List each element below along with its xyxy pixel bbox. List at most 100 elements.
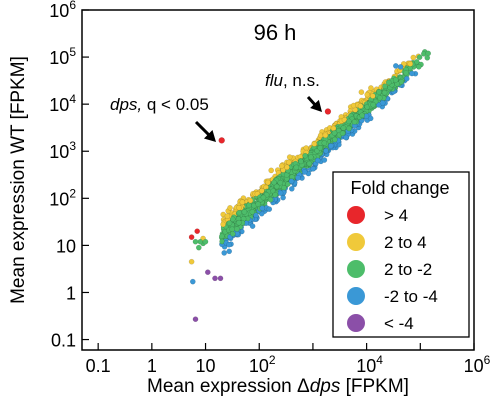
data-point bbox=[192, 316, 199, 323]
y-tick-label: 103 bbox=[49, 139, 76, 162]
data-point bbox=[392, 77, 399, 83]
legend-label: > 4 bbox=[384, 206, 408, 225]
data-point bbox=[376, 89, 382, 95]
x-tick-label: 106 bbox=[464, 353, 490, 376]
data-point bbox=[359, 112, 365, 119]
data-point bbox=[331, 136, 338, 143]
data-point bbox=[295, 174, 301, 181]
annotation-arrowhead bbox=[310, 99, 322, 112]
data-point bbox=[217, 275, 224, 282]
legend-marker bbox=[347, 206, 365, 224]
data-point bbox=[284, 181, 291, 187]
data-point bbox=[340, 125, 347, 131]
y-tick-label: 105 bbox=[49, 45, 76, 68]
data-point bbox=[321, 140, 328, 146]
data-point bbox=[370, 101, 376, 108]
data-point bbox=[249, 223, 256, 229]
data-point bbox=[298, 158, 304, 165]
data-point bbox=[246, 202, 252, 208]
data-point bbox=[197, 238, 204, 245]
data-point bbox=[255, 201, 261, 207]
data-point bbox=[293, 164, 300, 171]
data-point bbox=[194, 228, 200, 234]
data-point bbox=[195, 244, 202, 251]
y-tick-label: 10 bbox=[56, 236, 76, 256]
data-point bbox=[189, 278, 196, 285]
annotation-label: dps, q < 0.05 bbox=[110, 95, 209, 114]
data-point bbox=[284, 164, 290, 171]
data-point bbox=[253, 212, 259, 219]
data-point bbox=[273, 183, 280, 190]
data-point bbox=[259, 187, 265, 194]
data-point bbox=[229, 230, 236, 237]
data-point bbox=[226, 241, 232, 248]
data-point bbox=[278, 163, 285, 169]
data-point bbox=[220, 221, 226, 228]
axis-ticks: 0.1 1 10 102 104 106 0.1 1 10 102 103 104 105 106 bbox=[49, 0, 490, 376]
legend-entries: > 4 2 to 4 2 to -2 -2 to -4 < -4 bbox=[347, 206, 438, 333]
legend-label: 2 to -2 bbox=[384, 260, 432, 279]
legend-label: < -4 bbox=[384, 314, 414, 333]
y-tick-label: 1 bbox=[66, 283, 76, 303]
data-point bbox=[369, 93, 376, 99]
data-point bbox=[367, 115, 374, 122]
data-point bbox=[302, 152, 309, 159]
data-point bbox=[381, 89, 388, 96]
data-point bbox=[277, 190, 284, 196]
data-point bbox=[311, 141, 318, 147]
data-point bbox=[397, 64, 404, 70]
x-tick-label: 104 bbox=[356, 353, 383, 376]
data-point bbox=[249, 209, 256, 215]
data-point bbox=[192, 238, 199, 245]
data-point bbox=[343, 134, 349, 141]
data-point bbox=[346, 125, 352, 132]
data-point bbox=[236, 204, 242, 211]
data-point bbox=[425, 50, 432, 57]
data-point bbox=[268, 167, 275, 174]
data-point bbox=[392, 63, 399, 69]
data-point bbox=[202, 238, 209, 245]
data-point bbox=[271, 179, 277, 186]
data-point bbox=[286, 154, 293, 160]
data-point bbox=[364, 91, 371, 98]
legend-marker bbox=[347, 233, 365, 251]
data-point bbox=[415, 64, 422, 70]
data-point bbox=[314, 157, 321, 164]
data-point bbox=[351, 119, 358, 125]
data-point bbox=[260, 194, 267, 201]
data-point bbox=[321, 157, 328, 163]
data-point bbox=[234, 226, 240, 232]
plot-frame bbox=[81, 9, 475, 351]
data-point bbox=[385, 79, 392, 86]
highlighted-point bbox=[324, 108, 332, 115]
legend-label: -2 to -4 bbox=[384, 287, 438, 306]
data-point bbox=[239, 199, 246, 205]
annotation-arrowhead bbox=[203, 129, 216, 142]
annotation-label: flu, n.s. bbox=[265, 71, 320, 90]
data-point bbox=[377, 95, 383, 101]
point-cloud bbox=[218, 49, 431, 256]
data-point bbox=[416, 54, 423, 61]
x-tick-label: 1 bbox=[147, 356, 157, 376]
y-tick-label: 102 bbox=[49, 186, 76, 209]
data-point bbox=[368, 85, 374, 91]
data-point bbox=[229, 216, 236, 222]
data-point bbox=[306, 160, 313, 167]
legend-marker bbox=[347, 260, 365, 278]
data-point bbox=[247, 197, 254, 204]
legend-frame bbox=[332, 171, 470, 338]
data-point bbox=[226, 248, 232, 255]
data-point bbox=[267, 196, 274, 203]
legend-label: 2 to 4 bbox=[384, 233, 427, 252]
data-point bbox=[322, 132, 329, 139]
data-point bbox=[328, 143, 334, 149]
y-tick-label: 106 bbox=[49, 0, 76, 21]
data-point bbox=[241, 209, 248, 215]
y-tick-label: 0.1 bbox=[51, 331, 76, 351]
data-point bbox=[403, 70, 409, 76]
data-point bbox=[379, 100, 386, 106]
y-axis-label: Mean expression WT [FPKM] bbox=[8, 56, 29, 304]
data-point bbox=[330, 125, 337, 132]
data-point bbox=[409, 70, 415, 77]
